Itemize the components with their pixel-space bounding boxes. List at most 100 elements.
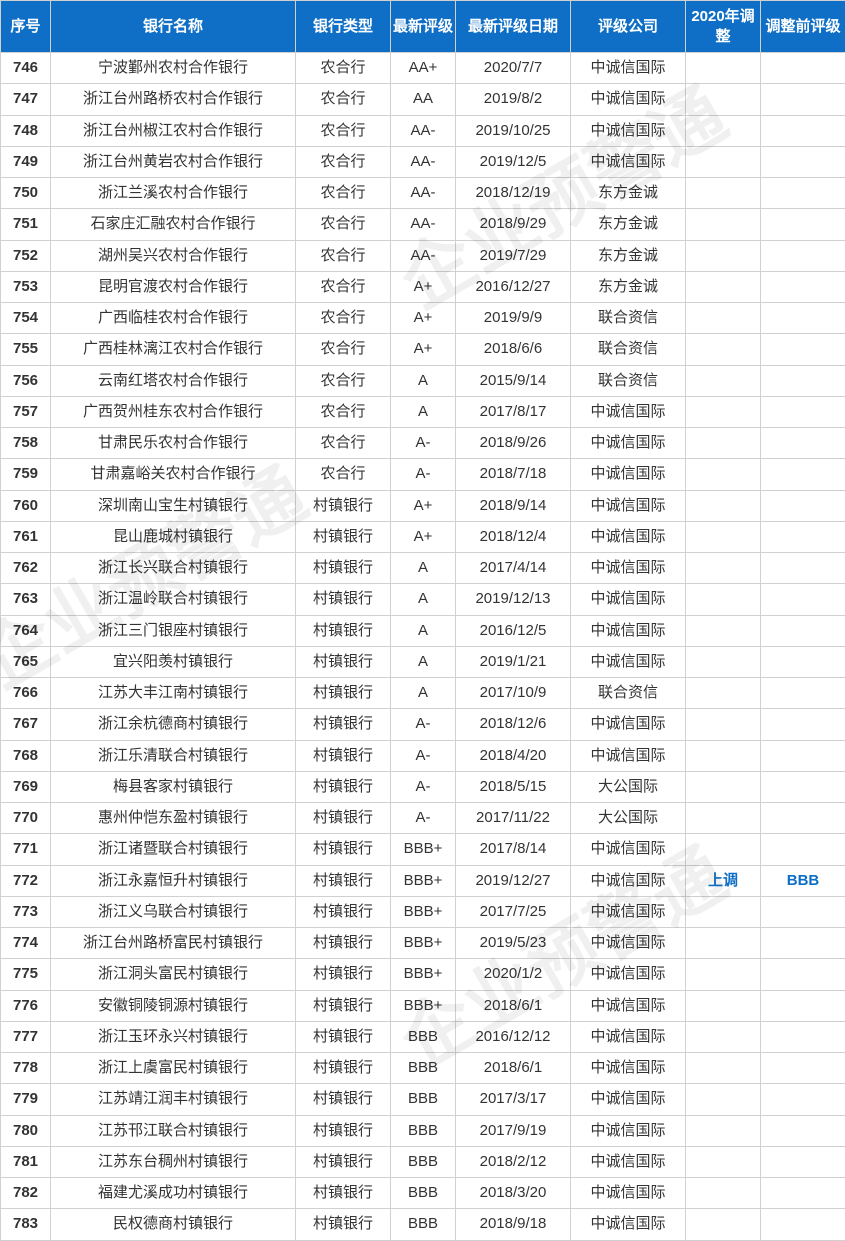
cell-idx: 768: [1, 740, 51, 771]
cell-name: 浙江乐清联合村镇银行: [51, 740, 296, 771]
cell-idx: 775: [1, 959, 51, 990]
cell-agency: 中诚信国际: [571, 1146, 686, 1177]
cell-idx: 748: [1, 115, 51, 146]
cell-adj: [686, 1178, 761, 1209]
cell-name: 浙江三门银座村镇银行: [51, 615, 296, 646]
cell-name: 广西临桂农村合作银行: [51, 303, 296, 334]
table-row: 783民权德商村镇银行村镇银行BBB2018/9/18中诚信国际: [1, 1209, 845, 1240]
cell-agency: 中诚信国际: [571, 1115, 686, 1146]
cell-agency: 中诚信国际: [571, 396, 686, 427]
cell-prev: [761, 365, 845, 396]
cell-type: 农合行: [296, 334, 391, 365]
cell-agency: 中诚信国际: [571, 584, 686, 615]
table-row: 776安徽铜陵铜源村镇银行村镇银行BBB+2018/6/1中诚信国际: [1, 990, 845, 1021]
cell-rating: BBB+: [391, 834, 456, 865]
cell-rating: A: [391, 615, 456, 646]
cell-agency: 中诚信国际: [571, 84, 686, 115]
cell-type: 村镇银行: [296, 896, 391, 927]
cell-date: 2019/5/23: [456, 928, 571, 959]
col-header-name: 银行名称: [51, 1, 296, 53]
cell-name: 宁波鄞州农村合作银行: [51, 53, 296, 84]
cell-adj: [686, 365, 761, 396]
cell-date: 2018/12/19: [456, 178, 571, 209]
cell-type: 农合行: [296, 53, 391, 84]
cell-date: 2016/12/5: [456, 615, 571, 646]
cell-name: 浙江洞头富民村镇银行: [51, 959, 296, 990]
cell-date: 2017/8/14: [456, 834, 571, 865]
cell-prev: [761, 428, 845, 459]
cell-adj: [686, 521, 761, 552]
table-row: 768浙江乐清联合村镇银行村镇银行A-2018/4/20中诚信国际: [1, 740, 845, 771]
table-header: 序号银行名称银行类型最新评级最新评级日期评级公司2020年调整调整前评级: [1, 1, 845, 53]
cell-adj: [686, 146, 761, 177]
cell-date: 2019/12/13: [456, 584, 571, 615]
cell-agency: 大公国际: [571, 771, 686, 802]
cell-rating: BBB: [391, 1053, 456, 1084]
cell-rating: A: [391, 365, 456, 396]
table-row: 746宁波鄞州农村合作银行农合行AA+2020/7/7中诚信国际: [1, 53, 845, 84]
cell-prev: [761, 740, 845, 771]
cell-date: 2018/4/20: [456, 740, 571, 771]
cell-name: 浙江温岭联合村镇银行: [51, 584, 296, 615]
cell-rating: A-: [391, 740, 456, 771]
cell-name: 广西贺州桂东农村合作银行: [51, 396, 296, 427]
cell-idx: 783: [1, 1209, 51, 1240]
cell-agency: 东方金诚: [571, 178, 686, 209]
cell-rating: A-: [391, 709, 456, 740]
cell-idx: 746: [1, 53, 51, 84]
cell-date: 2018/9/29: [456, 209, 571, 240]
table-row: 779江苏靖江润丰村镇银行村镇银行BBB2017/3/17中诚信国际: [1, 1084, 845, 1115]
cell-idx: 750: [1, 178, 51, 209]
cell-adj: [686, 646, 761, 677]
cell-rating: BBB: [391, 1209, 456, 1240]
cell-prev: [761, 834, 845, 865]
cell-name: 江苏东台稠州村镇银行: [51, 1146, 296, 1177]
cell-prev: [761, 240, 845, 271]
cell-adj: [686, 84, 761, 115]
cell-idx: 767: [1, 709, 51, 740]
cell-rating: BBB+: [391, 928, 456, 959]
cell-date: 2017/10/9: [456, 678, 571, 709]
cell-rating: A: [391, 584, 456, 615]
cell-idx: 757: [1, 396, 51, 427]
cell-type: 村镇银行: [296, 1178, 391, 1209]
table-row: 747浙江台州路桥农村合作银行农合行AA2019/8/2中诚信国际: [1, 84, 845, 115]
cell-agency: 中诚信国际: [571, 646, 686, 677]
cell-prev: [761, 990, 845, 1021]
cell-agency: 联合资信: [571, 365, 686, 396]
cell-agency: 东方金诚: [571, 271, 686, 302]
table-row: 748浙江台州椒江农村合作银行农合行AA-2019/10/25中诚信国际: [1, 115, 845, 146]
cell-adj: [686, 959, 761, 990]
cell-adj: [686, 428, 761, 459]
cell-rating: BBB: [391, 1021, 456, 1052]
cell-type: 村镇银行: [296, 1209, 391, 1240]
cell-date: 2018/12/4: [456, 521, 571, 552]
cell-type: 农合行: [296, 209, 391, 240]
table-row: 764浙江三门银座村镇银行村镇银行A2016/12/5中诚信国际: [1, 615, 845, 646]
cell-agency: 中诚信国际: [571, 1053, 686, 1084]
cell-idx: 760: [1, 490, 51, 521]
cell-adj: [686, 1209, 761, 1240]
cell-date: 2020/7/7: [456, 53, 571, 84]
cell-type: 村镇银行: [296, 709, 391, 740]
cell-date: 2017/11/22: [456, 803, 571, 834]
cell-name: 甘肃嘉峪关农村合作银行: [51, 459, 296, 490]
cell-date: 2015/9/14: [456, 365, 571, 396]
cell-rating: AA+: [391, 53, 456, 84]
cell-rating: BBB+: [391, 896, 456, 927]
cell-rating: A+: [391, 521, 456, 552]
cell-type: 农合行: [296, 303, 391, 334]
cell-adj: [686, 584, 761, 615]
col-header-type: 银行类型: [296, 1, 391, 53]
cell-agency: 中诚信国际: [571, 1021, 686, 1052]
cell-rating: A-: [391, 428, 456, 459]
cell-date: 2018/12/6: [456, 709, 571, 740]
cell-date: 2016/12/27: [456, 271, 571, 302]
cell-date: 2017/9/19: [456, 1115, 571, 1146]
table-row: 753昆明官渡农村合作银行农合行A+2016/12/27东方金诚: [1, 271, 845, 302]
cell-name: 浙江义乌联合村镇银行: [51, 896, 296, 927]
cell-rating: BBB: [391, 1115, 456, 1146]
cell-type: 农合行: [296, 84, 391, 115]
cell-rating: AA-: [391, 240, 456, 271]
cell-rating: A-: [391, 803, 456, 834]
